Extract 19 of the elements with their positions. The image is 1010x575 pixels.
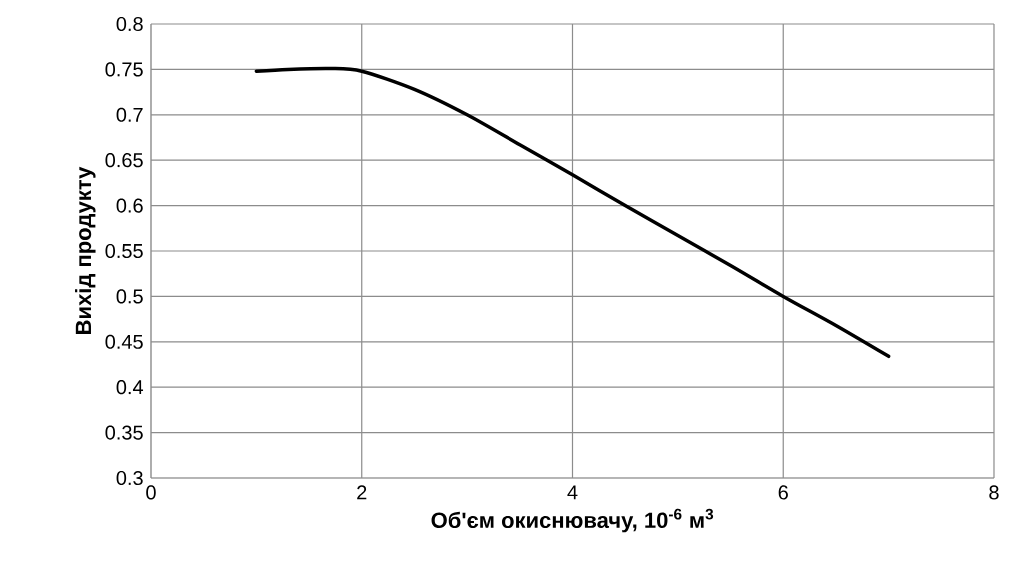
x-tick-label: 0 xyxy=(146,485,156,500)
y-tick-label: 0.35 xyxy=(105,425,143,440)
y-tick-label: 0.8 xyxy=(116,16,143,32)
y-tick-label: 0.55 xyxy=(105,243,143,259)
y-axis-title: Вихід продукту xyxy=(75,166,96,334)
x-axis-title: Об'єм окиснювачу, 10$^{-6}$ м$^{3}$ xyxy=(431,508,714,533)
y-tick-label: 0.65 xyxy=(105,153,143,168)
y-tick-label: 0.75 xyxy=(105,62,143,77)
y-tick-label: 0.45 xyxy=(105,334,143,349)
y-tick-label: 0.4 xyxy=(116,380,144,395)
x-tick-label: 2 xyxy=(357,485,367,500)
y-tick-label: 0.6 xyxy=(116,198,143,213)
y-tick-label: 0.3 xyxy=(116,470,143,486)
x-tick-label: 6 xyxy=(778,485,788,500)
x-tick-label: 8 xyxy=(989,485,999,500)
x-tick-label: 4 xyxy=(567,485,578,500)
line-series xyxy=(254,66,891,359)
y-tick-label: 0.5 xyxy=(116,289,143,304)
y-tick-label: 0.7 xyxy=(116,107,143,122)
